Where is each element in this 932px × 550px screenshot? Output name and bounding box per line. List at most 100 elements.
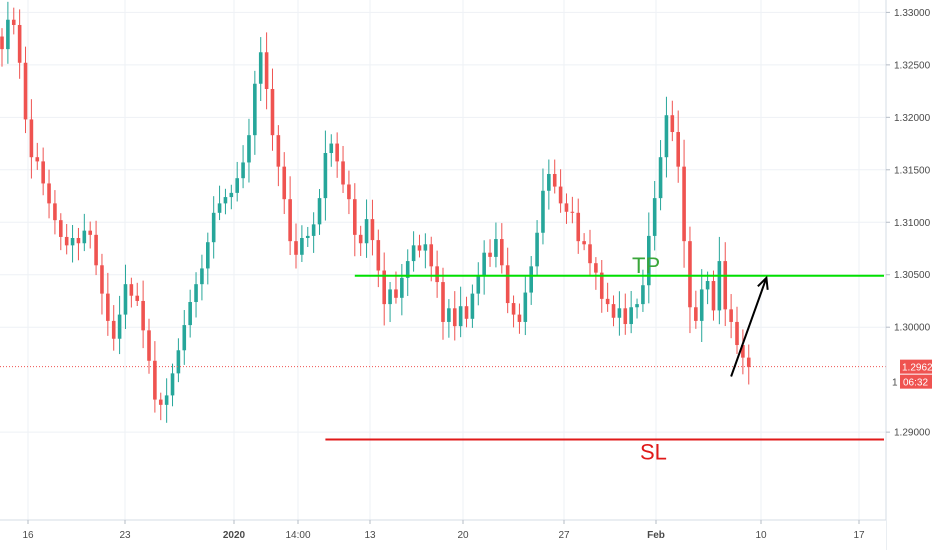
- y-tick-label: 1.30500: [894, 270, 931, 281]
- candle-body: [511, 303, 516, 315]
- candle-body: [582, 241, 586, 245]
- candle-body: [617, 308, 622, 318]
- candle-body: [547, 173, 551, 191]
- candle-body: [41, 161, 45, 184]
- candle-body: [429, 244, 434, 267]
- candle-body: [194, 284, 198, 303]
- candle-body: [494, 239, 498, 257]
- candle-body: [53, 203, 57, 221]
- candle-body: [564, 203, 569, 212]
- candle-body: [341, 161, 345, 185]
- candle-body: [282, 166, 287, 200]
- candle-body: [123, 284, 128, 315]
- candle-body: [17, 24, 22, 63]
- candle-body: [0, 36, 4, 50]
- x-tick-label: 23: [119, 530, 131, 541]
- time-axis-background: [0, 520, 886, 550]
- candle-body: [211, 212, 216, 243]
- drawings: TP SL: [0, 253, 886, 464]
- candle-body: [647, 235, 651, 286]
- candle-body: [729, 309, 733, 322]
- candle-body: [347, 184, 351, 200]
- candle-body: [235, 178, 239, 193]
- x-tick-label: 13: [364, 530, 376, 541]
- candle-body: [206, 242, 210, 269]
- candle-body: [388, 289, 392, 305]
- candle-body: [594, 263, 598, 273]
- candle-body: [94, 234, 98, 266]
- candle-body: [311, 224, 316, 236]
- candle-body: [59, 220, 63, 237]
- candle-body: [523, 292, 528, 322]
- candle-body: [447, 308, 451, 322]
- arrow-line: [730, 277, 768, 377]
- candle-body: [641, 285, 645, 305]
- candle-body: [635, 304, 639, 308]
- candle-body: [558, 186, 563, 204]
- candle-body: [464, 306, 469, 319]
- candle-body: [676, 132, 680, 167]
- candle-body: [488, 252, 492, 257]
- candle-body: [153, 360, 157, 400]
- candle-body: [88, 230, 92, 235]
- candle-body: [200, 268, 204, 285]
- candle-body: [458, 306, 463, 327]
- candle-body: [417, 245, 422, 251]
- candle-body: [176, 350, 181, 374]
- candles: [0, 1, 751, 423]
- candle-body: [705, 281, 710, 290]
- candle-body: [670, 115, 675, 133]
- candle-body: [441, 282, 445, 322]
- candle-body: [35, 157, 40, 162]
- candle-body: [741, 345, 745, 358]
- candle-body: [664, 115, 669, 158]
- candle-body: [70, 238, 75, 246]
- price-axis-background: [886, 0, 932, 550]
- candle-body: [217, 203, 222, 213]
- candle-body: [435, 266, 439, 283]
- arrow-head: [757, 275, 769, 290]
- candle-body: [182, 325, 187, 351]
- candle-body: [735, 321, 739, 346]
- candle-body: [276, 135, 281, 167]
- x-tick-label: 10: [755, 530, 767, 541]
- x-tick-label: 16: [22, 530, 34, 541]
- candle-body: [452, 308, 457, 327]
- candle-body: [229, 192, 234, 198]
- candle-body: [158, 399, 163, 405]
- candle-body: [423, 244, 428, 251]
- candle-body: [64, 236, 69, 246]
- y-tick-label: 1.33000: [894, 8, 931, 19]
- y-tick-label: 1.32000: [894, 113, 931, 124]
- candle-body: [405, 261, 410, 278]
- candle-body: [394, 289, 398, 298]
- candle-body: [188, 302, 192, 326]
- candle-body: [652, 198, 657, 236]
- countdown-label: 06:32: [903, 378, 928, 389]
- y-tick-label: 1.29000: [894, 428, 931, 439]
- candle-body: [288, 199, 292, 242]
- candle-body: [117, 314, 122, 339]
- candle-body: [253, 83, 257, 136]
- candle-body: [529, 266, 533, 293]
- candle-body: [305, 235, 310, 238]
- candle-body: [129, 284, 134, 296]
- candle-body: [500, 239, 504, 266]
- candle-body: [570, 211, 575, 213]
- candle-body: [111, 320, 116, 339]
- countdown-badge: [900, 374, 932, 389]
- x-tick-label: 20: [457, 530, 469, 541]
- candle-body: [317, 198, 322, 225]
- candle-body: [470, 293, 475, 319]
- candle-body: [6, 19, 10, 50]
- candle-body: [47, 183, 51, 204]
- candle-body: [605, 298, 610, 305]
- candle-body: [400, 277, 404, 298]
- candle-body: [106, 293, 110, 321]
- candle-body: [258, 52, 263, 84]
- candle-body: [541, 190, 545, 233]
- candle-body: [411, 245, 416, 262]
- candle-body: [476, 275, 481, 294]
- candle-body: [353, 199, 357, 235]
